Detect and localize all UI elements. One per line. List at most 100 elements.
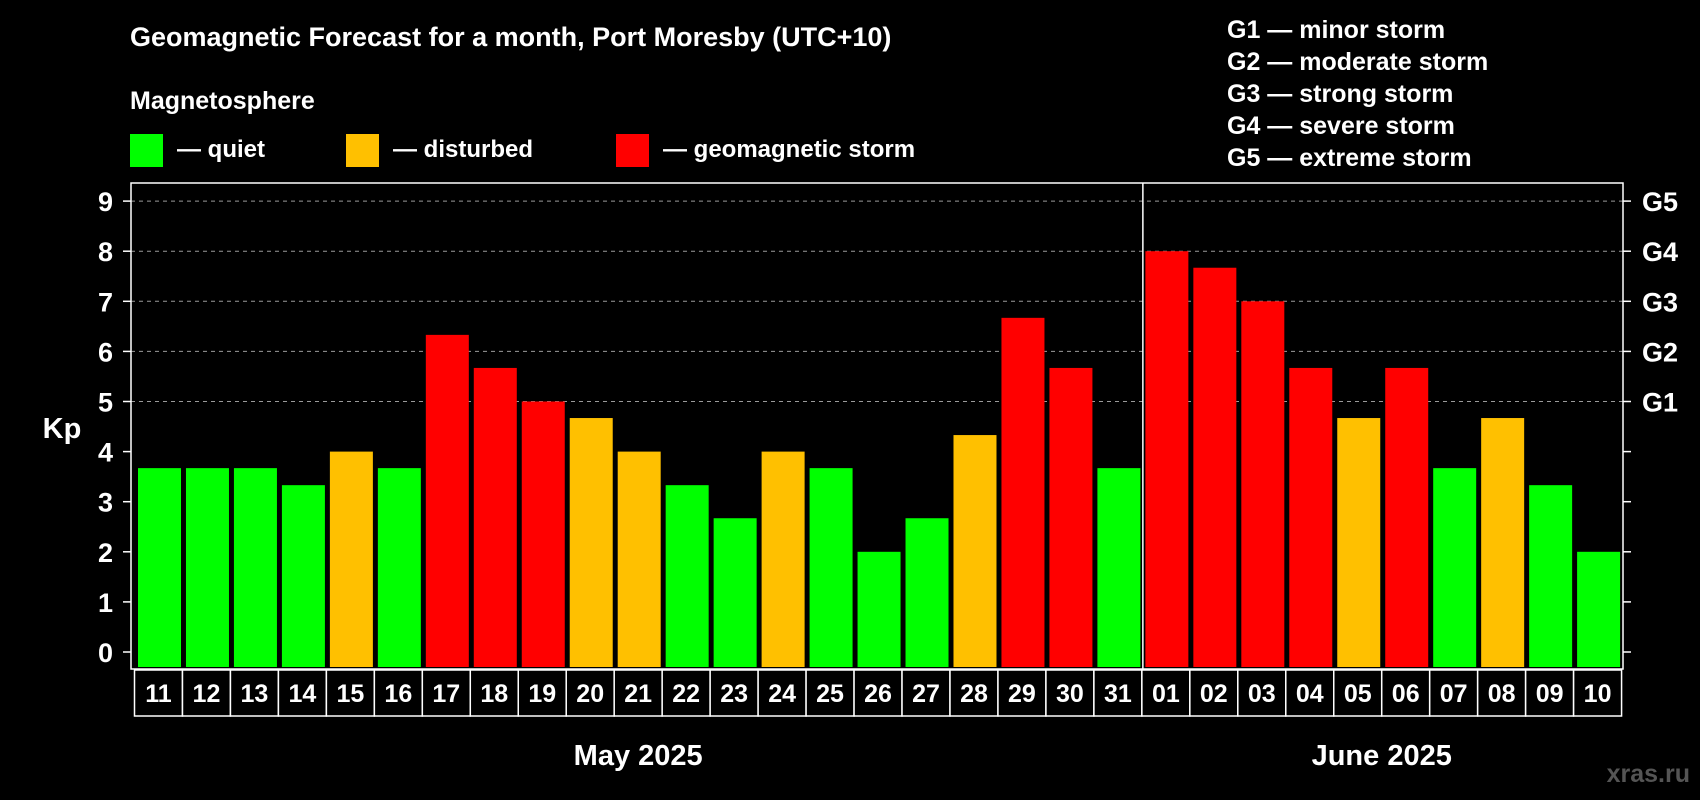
day-box-17: [421, 669, 472, 717]
storm-scale-g4: G4 — severe storm: [1227, 112, 1455, 140]
legend-swatch-storm: [616, 134, 649, 167]
day-label-23: 23: [720, 680, 748, 708]
grid-lines: [131, 200, 1623, 402]
legend-swatch-disturbed: [346, 134, 379, 167]
day-label-29: 29: [1008, 680, 1036, 708]
y-axis-left: 0 1 2 3 4 5 6 7 8 9: [98, 187, 131, 668]
day-label-02: 02: [1200, 680, 1228, 708]
day-box-27: [901, 669, 951, 717]
day-box-11: [133, 669, 184, 717]
day-label-04: 04: [1296, 680, 1324, 708]
bar-15: [329, 451, 373, 667]
day-label-20: 20: [576, 680, 604, 708]
legend: — quiet — disturbed — geomagnetic storm: [130, 134, 915, 167]
bar-06: [1385, 367, 1429, 667]
legend-title: Magnetosphere: [130, 87, 315, 115]
month-label-june: June 2025: [1312, 740, 1452, 772]
x-axis-day-labels: 11 12 13 14 15 16 17 18 19 20 21 22 23 24 25 26 27 28 29 30…: [133, 669, 1623, 717]
day-box-24: [757, 669, 807, 717]
day-label-25: 25: [816, 680, 844, 708]
day-label-03: 03: [1248, 680, 1276, 708]
bar-18: [473, 367, 517, 667]
bar-07: [1433, 468, 1477, 667]
watermark: xras.ru: [1607, 760, 1690, 788]
legend-swatch-quiet: [130, 134, 163, 167]
storm-scale-g3: G3 — strong storm: [1227, 80, 1453, 108]
storm-scale-g1: G1 — minor storm: [1227, 16, 1445, 44]
g-level-label-G4: G4: [1642, 237, 1678, 267]
day-label-24: 24: [768, 680, 796, 708]
bar-12: [185, 468, 229, 667]
day-box-30: [1045, 669, 1095, 717]
day-box-16: [373, 669, 424, 717]
day-box-25: [805, 669, 855, 717]
day-box-04: [1285, 669, 1335, 717]
plot-frame: [130, 182, 1624, 670]
day-label-11: 11: [145, 680, 172, 708]
day-box-08: [1476, 669, 1527, 717]
g-level-label-G2: G2: [1642, 337, 1678, 367]
day-box-21: [613, 669, 663, 717]
g-level-label-G5: G5: [1642, 187, 1678, 217]
day-label-12: 12: [193, 680, 221, 708]
bar-11: [138, 468, 181, 667]
bar-09: [1529, 485, 1573, 667]
day-label-18: 18: [480, 680, 508, 708]
bar-17: [425, 334, 469, 667]
g-level-label-G3: G3: [1642, 287, 1678, 317]
bar-26: [857, 551, 901, 667]
y-tick-label-7: 7: [98, 287, 113, 317]
day-label-09: 09: [1536, 680, 1564, 708]
bar-04: [1289, 367, 1333, 667]
day-label-01: 01: [1152, 680, 1180, 708]
day-box-12: [181, 669, 232, 717]
day-label-28: 28: [960, 680, 988, 708]
y-tick-label-9: 9: [98, 187, 113, 217]
y-tick-label-3: 3: [98, 488, 113, 518]
day-label-08: 08: [1488, 680, 1516, 708]
day-box-15: [325, 669, 376, 717]
chart-title: Geomagnetic Forecast for a month, Port M…: [130, 22, 891, 52]
y-tick-label-6: 6: [98, 337, 113, 367]
bar-08: [1481, 418, 1525, 667]
day-label-07: 07: [1440, 680, 1468, 708]
bar-21: [617, 451, 661, 667]
legend-label-disturbed: — disturbed: [393, 136, 533, 163]
g-level-label-G1: G1: [1642, 388, 1678, 418]
legend-label-storm: — geomagnetic storm: [663, 136, 915, 163]
storm-scale-g5: G5 — extreme storm: [1227, 144, 1472, 172]
day-label-19: 19: [528, 680, 556, 708]
day-box-23: [709, 669, 759, 717]
bar-20: [569, 418, 613, 667]
y-tick-label-2: 2: [98, 538, 113, 568]
day-box-22: [661, 669, 711, 717]
day-label-26: 26: [864, 680, 892, 708]
storm-scale: G1 — minor storm G2 — moderate storm G3 …: [1227, 16, 1488, 172]
bar-24: [761, 451, 805, 667]
day-box-13: [229, 669, 280, 717]
y-axis-right: G1 G2 G3 G4 G5: [1623, 187, 1678, 653]
storm-scale-g2: G2 — moderate storm: [1227, 48, 1488, 76]
bar-29: [1001, 317, 1045, 667]
bar-02: [1193, 267, 1237, 667]
day-box-10: [1572, 669, 1623, 717]
bar-22: [665, 485, 709, 667]
bar-03: [1241, 301, 1285, 667]
day-label-22: 22: [672, 680, 700, 708]
day-label-05: 05: [1344, 680, 1372, 708]
legend-label-quiet: — quiet: [177, 136, 265, 163]
day-label-27: 27: [912, 680, 940, 708]
y-tick-label-4: 4: [98, 438, 113, 468]
month-label-may: May 2025: [574, 740, 703, 772]
day-label-14: 14: [288, 680, 316, 708]
bars: [138, 251, 1621, 667]
bar-16: [377, 468, 421, 667]
day-box-02: [1189, 669, 1239, 717]
bar-27: [905, 518, 949, 667]
bar-13: [233, 468, 277, 667]
day-box-03: [1237, 669, 1287, 717]
bar-31: [1097, 468, 1141, 667]
day-label-30: 30: [1056, 680, 1084, 708]
day-label-17: 17: [432, 680, 460, 708]
